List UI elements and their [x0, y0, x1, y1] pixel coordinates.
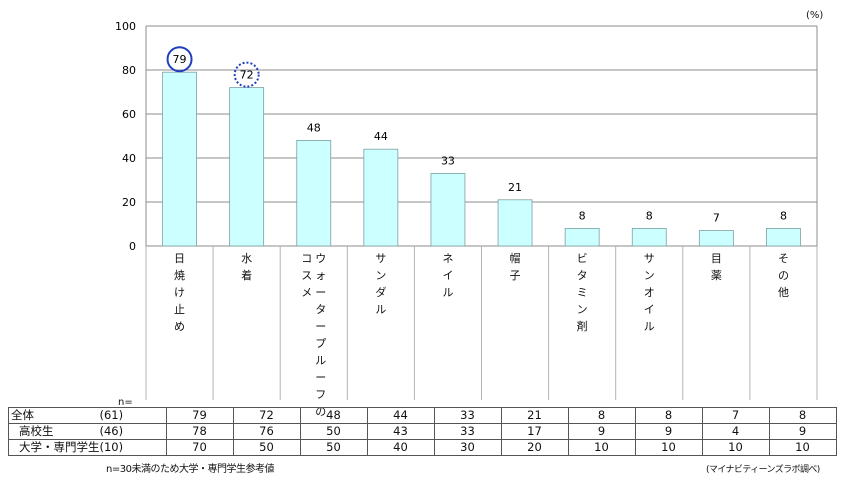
table-cell: 8: [634, 407, 703, 424]
category-label-line: サンオイル: [643, 252, 655, 333]
row-group-label: 全体: [8, 407, 100, 424]
table-cell: 79: [165, 407, 234, 424]
table-row: 高校生 (46) 78 76 50 43 33 17 9 9 4 9: [8, 423, 837, 440]
row-sample-size: (46): [99, 423, 167, 440]
footnote-right: (マイナビティーンズラボ調べ): [706, 465, 820, 475]
category-label-line: コスメ: [301, 252, 313, 299]
category-label: コスメウォータープルーフの: [300, 250, 328, 420]
category-label: サンオイル: [642, 250, 656, 335]
category-label-line: ネイル: [442, 252, 454, 299]
data-label: 44: [374, 130, 388, 143]
category-label: その他: [776, 250, 790, 301]
data-label: 8: [780, 209, 787, 222]
y-tick-label: 40: [122, 152, 136, 165]
table-cell: 10: [768, 439, 837, 456]
table-cell: 76: [232, 423, 301, 440]
bar: [229, 87, 265, 247]
bars: [162, 71, 801, 247]
table-cell: 10: [634, 439, 703, 456]
n-label: n=: [118, 397, 133, 408]
bar: [363, 148, 399, 247]
bar: [698, 230, 734, 247]
y-axis-ticks: 0 20 40 60 80 100: [115, 20, 136, 253]
table-cell: 30: [433, 439, 502, 456]
table-cell: 21: [500, 407, 569, 424]
category-label: 日焼け止め: [173, 250, 187, 335]
category-label-line: 水着: [241, 252, 253, 282]
category-label: 帽子: [508, 250, 522, 284]
category-label-line: ビタミン剤: [576, 252, 588, 333]
category-label-line: 日焼け止め: [174, 252, 186, 333]
value-labels: 79 72 48 44 33 21 8 8 7 8: [173, 53, 787, 224]
row-sample-size: (10): [99, 439, 167, 456]
bar: [296, 139, 332, 247]
table-cell: 50: [299, 439, 368, 456]
table-cell: 17: [500, 423, 569, 440]
table-cell: 33: [433, 407, 502, 424]
table-cell: 7: [701, 407, 770, 424]
category-label-line: 目薬: [710, 252, 722, 282]
data-label: 8: [646, 209, 653, 222]
bar: [430, 172, 466, 247]
table-cell: 9: [634, 423, 703, 440]
category-separators: [145, 246, 818, 400]
data-label: 8: [579, 209, 586, 222]
table-cell: 72: [232, 407, 301, 424]
bar: [162, 71, 197, 247]
category-label: 目薬: [709, 250, 723, 284]
table-cell: 43: [366, 423, 435, 440]
category-label: サンダル: [374, 250, 388, 318]
footnote-left: n=30未満のため大学・専門学生参考値: [106, 464, 274, 475]
category-label-line: サンダル: [375, 252, 387, 316]
data-label: 33: [441, 154, 455, 167]
y-tick-label: 100: [115, 20, 136, 33]
table-cell: 33: [433, 423, 502, 440]
table-cell: 10: [567, 439, 636, 456]
bar-chart: 0 20 40 60 80 100 79 72 48 44 33 21 8 8 7 8: [115, 20, 818, 400]
table-cell: 8: [768, 407, 837, 424]
data-table: 全体 (61) 79 72 48 44 33 21 8 8 7 8 高校生 (46) 78 76 50 43 33 1…: [8, 407, 837, 456]
row-sample-size: (61): [99, 407, 167, 424]
category-label-line: 帽子: [509, 252, 521, 282]
table-cell: 70: [165, 439, 234, 456]
table-cell: 48: [299, 407, 368, 424]
table-cell: 4: [701, 423, 770, 440]
table-cell: 20: [500, 439, 569, 456]
table-row: 大学・専門学生 (10) 70 50 50 40 30 20 10 10 10 10: [8, 439, 837, 456]
bar: [564, 227, 600, 247]
y-tick-label: 80: [122, 64, 136, 77]
table-cell: 50: [299, 423, 368, 440]
row-group-label: 高校生: [8, 423, 100, 440]
highlight-circles: [166, 46, 260, 88]
category-label-line: ウォータープルーフの: [315, 252, 327, 418]
table-row: 全体 (61) 79 72 48 44 33 21 8 8 7 8: [8, 407, 837, 424]
y-tick-label: 60: [122, 108, 136, 121]
bar: [766, 227, 801, 247]
data-label: 21: [508, 181, 522, 194]
category-label-line: その他: [777, 252, 789, 299]
table-cell: 9: [567, 423, 636, 440]
table-cell: 10: [701, 439, 770, 456]
bar: [497, 199, 533, 247]
data-label: 72: [240, 69, 254, 82]
unit-label: (%): [806, 10, 824, 21]
table-cell: 8: [567, 407, 636, 424]
data-label: 79: [173, 53, 187, 66]
category-label: 水着: [240, 250, 254, 284]
data-label: 48: [307, 121, 321, 134]
bar: [631, 227, 667, 247]
category-label: ネイル: [441, 250, 455, 301]
category-label: ビタミン剤: [575, 250, 589, 335]
data-label: 7: [713, 212, 720, 225]
table-cell: 78: [165, 423, 234, 440]
table-cell: 50: [232, 439, 301, 456]
table-cell: 44: [366, 407, 435, 424]
row-group-label: 大学・専門学生: [8, 439, 100, 456]
highlight-circle: [166, 46, 193, 73]
highlight-circle: [233, 61, 260, 88]
table-cell: 9: [768, 423, 837, 440]
y-tick-label: 0: [129, 240, 136, 253]
y-tick-label: 20: [122, 196, 136, 209]
table-cell: 40: [366, 439, 435, 456]
